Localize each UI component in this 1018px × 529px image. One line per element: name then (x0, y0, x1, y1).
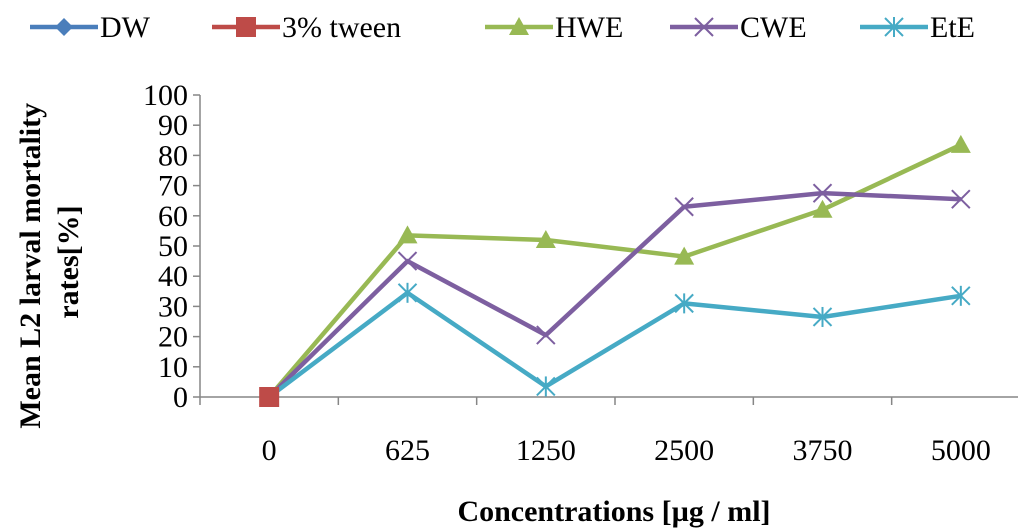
data-point (397, 225, 418, 244)
x-tick-label: 1250 (516, 434, 576, 467)
x-tick-label: 5000 (931, 434, 991, 467)
data-point (951, 285, 971, 306)
data-point (674, 293, 694, 314)
y-tick-label: 80 (158, 139, 188, 172)
y-tick-label: 100 (143, 79, 188, 112)
data-point (951, 189, 971, 209)
y-tick-label: 60 (158, 200, 188, 233)
data-point (536, 325, 556, 345)
legend-item: DW (30, 11, 151, 44)
y-tick-label: 30 (158, 290, 188, 323)
legend-marker (236, 17, 256, 37)
x-tick-label: 2500 (654, 434, 714, 467)
series-line (267, 142, 962, 399)
series-hwe (259, 134, 971, 405)
legend-label: DW (100, 11, 151, 44)
legend: DW 3% tween HWE CWE EtE (30, 11, 975, 44)
legend-label: EtE (930, 11, 975, 44)
x-tick-label: 0 (262, 434, 277, 467)
y-tick-label: 40 (158, 260, 188, 293)
data-point (397, 282, 418, 303)
data-point (674, 197, 694, 217)
series-line (267, 190, 961, 399)
series-layer (259, 134, 971, 407)
series-line (267, 290, 962, 399)
y-tick-label: 10 (158, 351, 188, 384)
legend-marker (55, 18, 73, 36)
data-point (397, 251, 418, 271)
data-point (674, 246, 695, 265)
data-point (812, 306, 833, 327)
data-point (536, 376, 556, 397)
legend-marker (694, 17, 714, 37)
legend-item: CWE (670, 11, 807, 44)
y-tick-label: 20 (158, 321, 188, 354)
legend-marker (884, 17, 904, 37)
y-tick-label: 0 (173, 381, 188, 414)
x-tick-label: 625 (385, 434, 430, 467)
x-tick-label: 3750 (793, 434, 853, 467)
legend-marker (509, 17, 529, 35)
series-cwe (259, 183, 971, 407)
data-point (812, 199, 833, 218)
legend-label: HWE (555, 11, 623, 44)
legend-item: HWE (485, 11, 623, 44)
data-point (535, 229, 556, 248)
data-point (950, 134, 971, 153)
y-tick-label: 70 (158, 170, 188, 203)
legend-label: CWE (740, 11, 807, 44)
y-tick-label: 50 (158, 230, 188, 263)
data-point (812, 183, 833, 203)
y-axis-title-line-1: Mean L2 larval mortality (14, 103, 47, 429)
y-axis-title: Mean L2 larval mortality rates[%] (14, 95, 85, 428)
legend-label: 3% tween (282, 11, 401, 44)
data-point (259, 387, 280, 407)
series-3-tween (259, 387, 280, 407)
legend-item: EtE (860, 11, 975, 44)
y-axis-title-line-2: rates[%] (52, 205, 85, 318)
y-tick-label: 90 (158, 109, 188, 142)
legend-item: 3% tween (212, 11, 401, 44)
x-axis-title: Concentrations [µg / ml] (457, 495, 770, 528)
